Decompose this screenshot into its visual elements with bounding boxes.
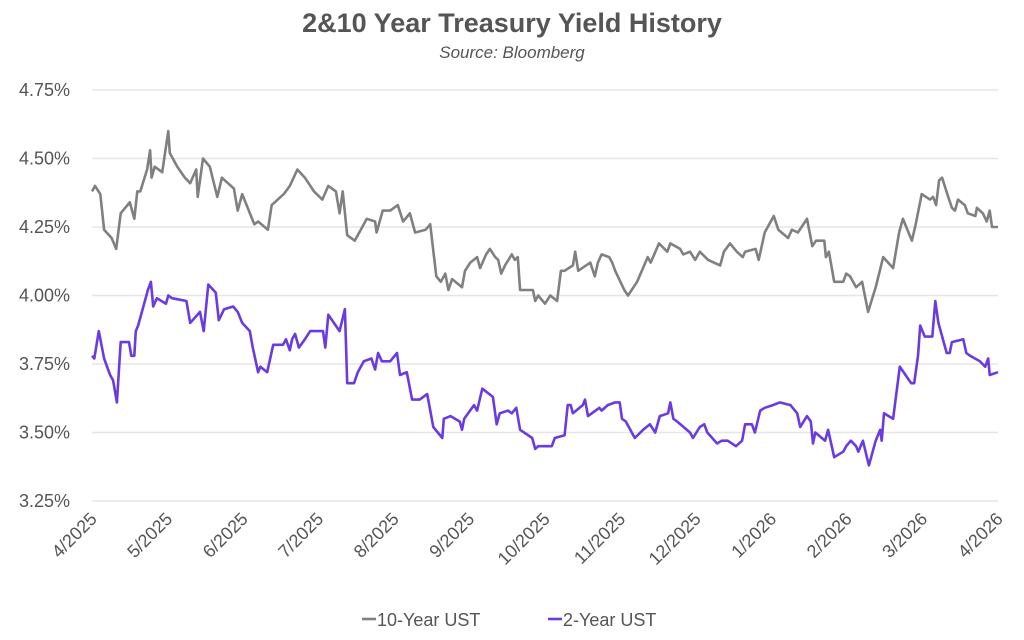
chart-title: 2&10 Year Treasury Yield History [302,8,722,38]
chart-subtitle: Source: Bloomberg [439,43,585,62]
legend-label: 10-Year UST [377,610,480,630]
series-line-2-year [91,280,999,467]
x-tick-label: 4/2025 [48,509,101,562]
x-tick-label: 3/2026 [878,509,931,562]
y-tick-label: 4.75% [19,80,70,100]
y-tick-label: 4.25% [19,217,70,237]
series-line-10-year [90,129,998,314]
x-tick-label: 4/2026 [954,509,1007,562]
y-tick-label: 3.25% [19,491,70,511]
x-tick-label: 10/2025 [494,509,554,569]
x-tick-label: 8/2025 [350,509,403,562]
x-tick-label: 1/2026 [727,509,780,562]
x-tick-label: 9/2025 [425,509,478,562]
x-tick-label: 12/2025 [645,509,705,569]
x-tick-label: 11/2025 [570,509,629,568]
x-tick-label: 2/2026 [803,509,856,562]
legend-label: 2-Year UST [563,610,656,630]
x-tick-label: 6/2025 [199,509,252,562]
y-tick-label: 3.50% [19,423,70,443]
x-tick-label: 7/2025 [274,509,327,562]
y-tick-label: 3.75% [19,354,70,374]
x-tick-label: 5/2025 [123,509,176,562]
y-tick-label: 4.50% [19,149,70,169]
y-tick-label: 4.00% [19,286,70,306]
